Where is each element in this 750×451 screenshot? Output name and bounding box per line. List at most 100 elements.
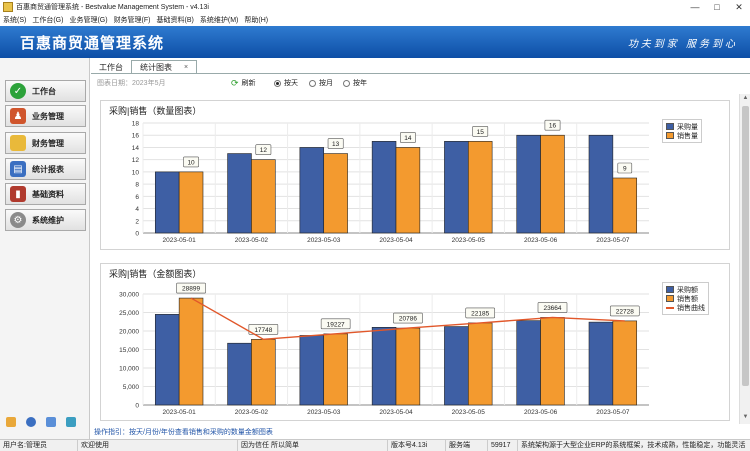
radio-by-year[interactable]: 按年 [343, 78, 367, 88]
status-server-label: 服务端 [446, 440, 488, 451]
y-tick-label: 12 [132, 157, 140, 164]
sales-bar [251, 159, 276, 234]
sidebar: ✓ 工作台 ♟ 业务管理 财务管理 ▤ 统计报表 ▮ 基础资料 ⚙ 系统维护 [0, 58, 90, 439]
y-tick-label: 4 [135, 206, 139, 213]
check-icon: ✓ [10, 83, 26, 99]
purchase-bar [444, 141, 469, 234]
sales-bar [178, 171, 204, 234]
menu-maintenance[interactable]: 系统维护(M) [199, 17, 239, 24]
legend-label: 销售曲线 [677, 304, 705, 312]
x-tick-label: 2023-05-04 [379, 237, 413, 244]
purchase-bar [227, 342, 252, 406]
quantity-chart-title: 采购|销售（数量图表） [109, 106, 202, 116]
menu-help[interactable]: 帮助(H) [244, 17, 269, 24]
menu-bar: 系统(S) 工作台(G) 业务管理(G) 财务管理(F) 基础资料(B) 系统维… [0, 14, 750, 26]
tab-divider [91, 73, 750, 74]
legend-swatch [666, 132, 674, 139]
sidebar-item-basic-data[interactable]: ▮ 基础资料 [5, 183, 86, 205]
sidebar-item-reports[interactable]: ▤ 统计报表 [5, 158, 86, 180]
radio-by-day[interactable]: 按天 [274, 78, 298, 88]
help-icon[interactable] [26, 417, 36, 427]
radio-label: 按年 [353, 80, 367, 87]
amount-chart-title: 采购|销售（金额图表） [109, 269, 202, 279]
purchase-bar [588, 134, 614, 234]
x-tick-label: 2023-05-03 [307, 237, 341, 244]
sales-bar [251, 339, 276, 406]
y-tick-label: 0 [135, 231, 139, 238]
x-tick-label: 2023-05-07 [596, 237, 630, 244]
menu-basic-data[interactable]: 基础资料(B) [156, 17, 194, 24]
book-icon: ▮ [10, 186, 26, 202]
sidebar-item-maintenance[interactable]: ⚙ 系统维护 [5, 209, 86, 231]
sidebar-item-label: 系统维护 [32, 215, 64, 225]
menu-finance[interactable]: 财务管理(F) [113, 17, 151, 24]
tab-workbench[interactable]: 工作台 [91, 60, 131, 74]
menu-workbench[interactable]: 工作台(G) [32, 17, 64, 24]
sidebar-item-finance[interactable]: 财务管理 [5, 132, 86, 154]
data-label-box [320, 318, 351, 330]
close-button[interactable]: ✕ [735, 1, 743, 12]
x-tick-label: 2023-05-05 [452, 237, 486, 244]
sales-bar [540, 134, 565, 234]
settings-icon[interactable] [66, 417, 76, 427]
sidebar-item-label: 工作台 [32, 86, 56, 96]
minimize-button[interactable]: — [690, 2, 700, 12]
data-label-box [327, 138, 344, 149]
y-tick-label: 14 [132, 145, 140, 152]
purchase-bar [588, 321, 614, 406]
sales-bar [540, 317, 565, 406]
scroll-down-icon[interactable]: ▼ [742, 414, 749, 420]
sidebar-item-workbench[interactable]: ✓ 工作台 [5, 80, 86, 102]
y-tick-label: 2 [135, 218, 139, 225]
x-tick-label: 2023-05-04 [379, 409, 413, 416]
menu-business[interactable]: 业务管理(G) [69, 17, 108, 24]
data-label: 9 [623, 166, 627, 173]
sales-bar [323, 153, 348, 234]
data-label-box [400, 132, 416, 143]
amount-chart: 0 5,000 10,000 15,000 20,000 25,000 30,000 2023… [119, 282, 649, 416]
radio-by-month[interactable]: 按月 [309, 78, 333, 88]
sidebar-item-label: 业务管理 [32, 111, 64, 121]
x-tick-label: 2023-05-06 [524, 409, 558, 416]
purchase-bar [516, 320, 541, 406]
maximize-button[interactable]: □ [714, 2, 720, 12]
data-label-box [183, 156, 199, 168]
purchase-bar [154, 314, 180, 406]
sales-bar [467, 322, 493, 406]
vertical-scrollbar[interactable]: ▲ ▼ [739, 94, 750, 424]
scroll-thumb[interactable] [742, 106, 749, 386]
data-label: 22185 [471, 310, 489, 317]
note-icon[interactable] [6, 417, 16, 427]
amount-chart-panel: 0 5,000 10,000 15,000 20,000 25,000 30,000 2023… [100, 263, 730, 421]
data-label-box [465, 307, 496, 319]
legend-label: 采购量 [677, 123, 698, 131]
app-banner: 百惠商贸通管理系统 功夫到家 服务到心 [0, 26, 750, 58]
sales-curve-line [190, 297, 625, 341]
scroll-up-icon[interactable]: ▲ [742, 95, 749, 101]
x-tick-label: 2023-05-02 [235, 237, 269, 244]
y-tick-label: 30,000 [119, 292, 139, 299]
sidebar-shortcuts [6, 417, 76, 427]
radio-label: 按天 [284, 80, 298, 87]
amount-chart-legend: 采购额 销售额 销售曲线 [662, 282, 709, 315]
sidebar-item-business[interactable]: ♟ 业务管理 [5, 105, 86, 127]
data-label: 16 [549, 123, 557, 130]
tab-label: 统计图表 [140, 63, 172, 72]
radio-circle [343, 79, 350, 87]
tab-statistics-chart[interactable]: 统计图表 × [131, 60, 198, 74]
data-label: 12 [260, 147, 268, 154]
search-icon[interactable] [46, 417, 56, 427]
sidebar-item-label: 统计报表 [32, 164, 64, 174]
data-label-box [248, 324, 279, 335]
refresh-button[interactable]: ⟳ 刷新 [231, 78, 256, 89]
quantity-chart-panel: 0 2 4 6 8 10 12 14 16 18 2023-05-01 10 2023-05-02 12 2… [100, 100, 730, 250]
purchase-bar [299, 147, 325, 234]
close-tab-icon[interactable]: × [184, 64, 189, 71]
data-label: 19227 [327, 321, 345, 328]
y-tick-label: 0 [135, 403, 139, 410]
data-label: 10 [187, 159, 195, 166]
sales-bar [612, 320, 638, 406]
data-label: 22728 [616, 308, 634, 315]
menu-system[interactable]: 系统(S) [3, 17, 27, 24]
purchase-bar [371, 326, 397, 406]
